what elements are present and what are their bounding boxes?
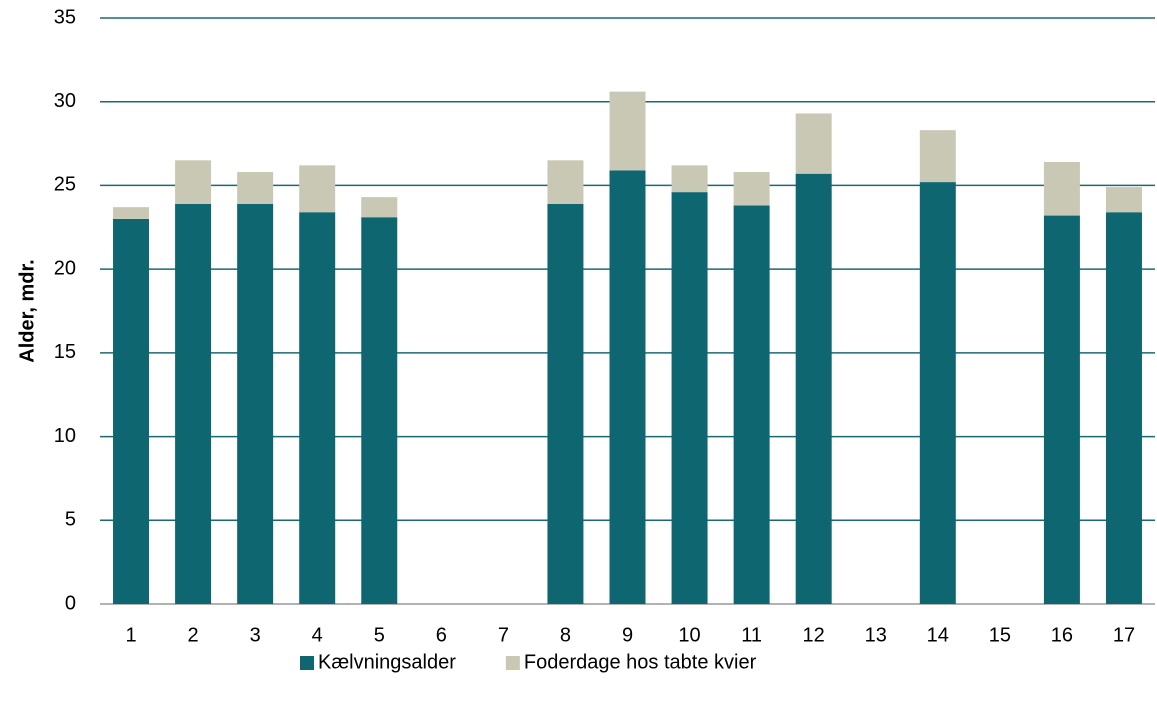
x-tick-label: 9 <box>622 624 633 646</box>
legend-swatch <box>505 656 520 670</box>
bar-segment <box>733 172 770 206</box>
x-tick-label: 12 <box>803 624 825 646</box>
y-tick-label: 20 <box>54 257 76 279</box>
bar-segment <box>671 165 708 193</box>
x-tick-label: 4 <box>312 624 323 646</box>
x-tick-label: 17 <box>1113 624 1135 646</box>
bar-segment <box>671 192 708 604</box>
y-tick-label: 0 <box>65 592 76 614</box>
x-tick-label: 2 <box>188 624 199 646</box>
x-tick-label: 8 <box>560 624 571 646</box>
y-tick-label: 35 <box>54 6 76 28</box>
x-tick-label: 1 <box>125 624 136 646</box>
bar-segment <box>795 173 832 605</box>
y-tick-label: 10 <box>54 425 76 447</box>
x-tick-label: 6 <box>436 624 447 646</box>
x-tick-label: 15 <box>989 624 1011 646</box>
bar-segment <box>609 170 646 605</box>
bar-segment <box>919 182 956 604</box>
y-tick-label: 15 <box>54 341 76 363</box>
bar-segment <box>795 113 832 174</box>
legend-label: Foderdage hos tabte kvier <box>524 651 757 673</box>
bar-segment <box>175 160 212 204</box>
bar-segment <box>113 218 150 604</box>
bar-segment <box>547 203 584 605</box>
y-axis-label: Alder, mdr. <box>16 259 38 362</box>
bar-segment <box>113 207 150 219</box>
x-tick-label: 5 <box>374 624 385 646</box>
legend-swatch <box>300 656 314 670</box>
bar-segment <box>919 130 956 183</box>
bar-segment <box>175 203 212 605</box>
bar-segment <box>299 165 336 213</box>
bar-segment <box>547 160 584 204</box>
y-tick-label: 5 <box>65 509 76 531</box>
legend-label: Kælvningsalder <box>318 651 456 673</box>
x-tick-label: 13 <box>865 624 887 646</box>
x-tick-label: 10 <box>678 624 700 646</box>
bar-segment <box>733 205 770 604</box>
y-tick-label: 30 <box>54 90 76 112</box>
bar-segment <box>1043 161 1080 216</box>
bar-segment <box>609 91 646 171</box>
bar-segment <box>1105 187 1142 213</box>
bar-segment <box>237 203 274 605</box>
x-tick-label: 11 <box>741 624 762 646</box>
y-tick-label: 25 <box>54 174 76 196</box>
bar-segment <box>1105 212 1142 604</box>
x-tick-label: 16 <box>1051 624 1073 646</box>
x-tick-label: 7 <box>498 624 509 646</box>
bar-segment <box>1043 215 1080 604</box>
bar-segment <box>361 197 398 218</box>
bar-segment <box>361 217 398 605</box>
x-tick-label: 14 <box>927 624 949 646</box>
bar-segment <box>299 212 336 604</box>
x-tick-label: 3 <box>250 624 261 646</box>
bar-segment <box>237 172 274 204</box>
